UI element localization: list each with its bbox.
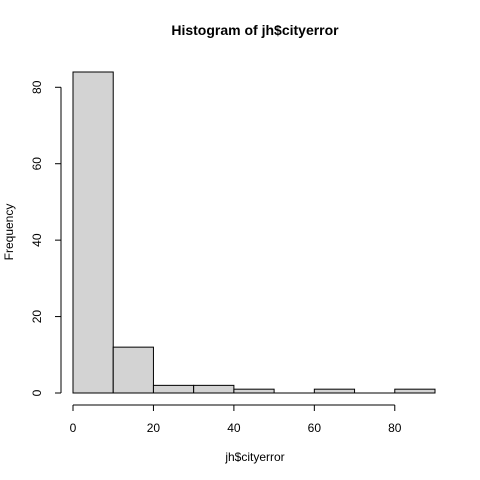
histogram-bar	[152, 384, 195, 394]
histogram-bar	[193, 384, 235, 394]
x-tick-label: 60	[308, 421, 322, 435]
y-axis: 0 20 40 60 80	[30, 80, 62, 396]
y-tick-label: 20	[30, 310, 44, 324]
histogram-bar	[72, 71, 114, 394]
chart-title: Histogram of jh$cityerror	[171, 22, 339, 38]
histogram-bar	[313, 388, 356, 394]
x-axis-label: jh$cityerror	[224, 450, 284, 464]
x-tick-label: 80	[388, 421, 402, 435]
y-tick-label: 40	[30, 233, 44, 247]
histogram-bar	[233, 388, 275, 394]
histogram-bar	[394, 388, 436, 394]
y-tick-label: 60	[30, 157, 44, 171]
x-tick-label: 20	[147, 421, 161, 435]
x-axis: 0 20 40 60 80	[70, 404, 402, 435]
histogram-bar	[112, 346, 154, 394]
y-tick-label: 0	[30, 389, 44, 396]
x-tick-label: 0	[70, 421, 77, 435]
bars-group	[72, 71, 436, 394]
y-axis-label: Frequency	[2, 204, 16, 261]
x-tick-label: 40	[227, 421, 241, 435]
y-tick-label: 80	[30, 80, 44, 94]
